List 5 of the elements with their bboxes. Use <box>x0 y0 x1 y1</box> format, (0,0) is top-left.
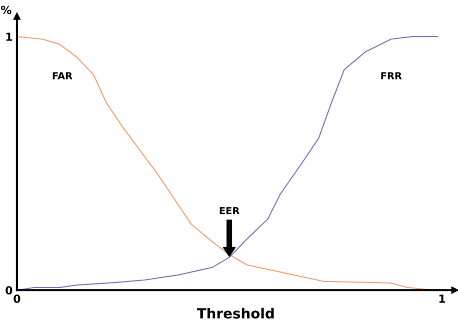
series-label: FAR <box>52 72 72 80</box>
annotation: EER <box>220 207 240 214</box>
x-axis-title: Threshold <box>196 308 274 319</box>
y-axis-title: % <box>0 6 12 14</box>
text: FRR <box>381 72 402 80</box>
